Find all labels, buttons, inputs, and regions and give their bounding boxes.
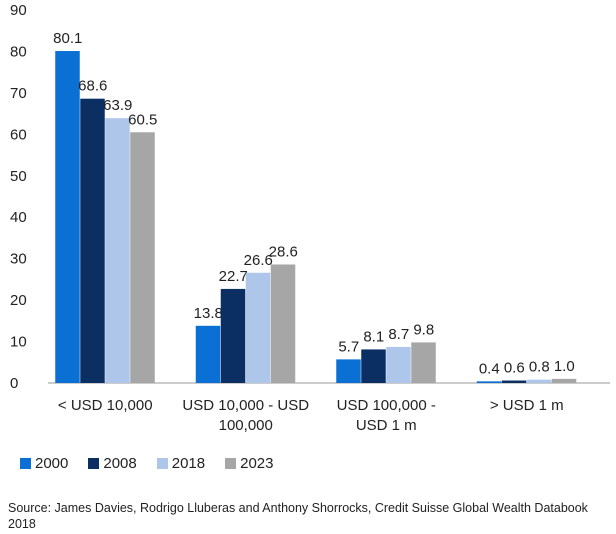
bar-2008-cat0 [80,98,105,384]
data-label: 60.5 [128,111,157,128]
legend-item-2000: 2000 [20,455,68,472]
bar-2000-cat1 [195,325,221,383]
bar-2000-cat0 [55,51,80,383]
legend-item-2008: 2008 [88,455,137,472]
bar-2018-cat1 [245,272,271,383]
bar-2018-cat0 [105,118,130,384]
y-tick-label: 0 [10,375,18,392]
bar-2008-cat1 [220,288,246,383]
y-tick-label: 10 [10,334,27,351]
source-note: Source: James Davies, Rodrigo Lluberas a… [8,501,588,531]
bar-2008-cat2 [361,349,386,383]
data-label: 1.0 [554,358,575,375]
data-label: 9.8 [413,321,434,338]
legend-label-2023: 2023 [240,455,274,472]
data-label: 28.6 [269,243,298,260]
x-tick-label: USD 1 m [356,417,417,434]
legend-item-2023: 2023 [225,455,274,472]
bar-chart: 0 10 20 30 40 50 60 70 80 90 80.1 68.6 63.960.5 < USD… [10,2,610,434]
data-label: 0.6 [504,360,525,377]
y-tick-label: 20 [10,292,27,309]
x-tick-label: < USD 10,000 [58,397,153,414]
data-label: 63.9 [103,97,132,114]
legend-item-2018: 2018 [156,455,206,472]
bar-2008-cat3 [501,380,527,383]
y-tick-label: 70 [10,85,27,102]
x-tick-label: > USD 1 m [490,397,564,414]
y-tick-label: 40 [10,209,27,226]
legend-swatch-2000 [20,458,31,469]
legend-label-2018: 2018 [171,455,206,472]
x-tick-label: USD 10,000 - USD [182,397,309,414]
bar-2023-cat3 [551,378,577,383]
y-tick-label: 80 [10,43,27,60]
y-tick-label: 50 [10,168,27,185]
data-label: 68.6 [78,78,107,95]
bar-2023-cat1 [270,264,296,383]
data-label: 0.4 [479,360,500,377]
legend-swatch-2023 [225,458,237,469]
data-label: 22.7 [219,268,248,285]
data-label: 8.7 [388,326,409,343]
y-tick-label: 30 [10,251,27,268]
y-tick-label: 90 [10,2,27,19]
data-label: 26.6 [244,252,273,269]
y-tick-label: 60 [10,126,27,143]
data-label: 80.1 [53,30,82,47]
data-label: 13.8 [194,305,223,322]
legend-swatch-2008 [88,458,100,469]
bar-2000-cat2 [336,359,361,383]
bar-2018-cat2 [386,346,411,383]
legend-label-2000: 2000 [35,455,69,472]
bar-2000-cat3 [476,381,502,383]
bar-2018-cat3 [526,379,552,383]
legend-label-2008: 2008 [103,455,137,472]
data-label: 0.8 [529,359,550,376]
x-tick-label: 100,000 [219,417,273,434]
x-tick-label: USD 100,000 - [337,397,436,414]
bar-2023-cat0 [130,132,155,383]
legend: 2000 2008 2018 2023 [20,455,274,472]
data-label: 8.1 [363,328,384,345]
data-label: 5.7 [338,338,359,355]
legend-swatch-2018 [156,458,168,469]
bar-2023-cat2 [411,342,436,383]
